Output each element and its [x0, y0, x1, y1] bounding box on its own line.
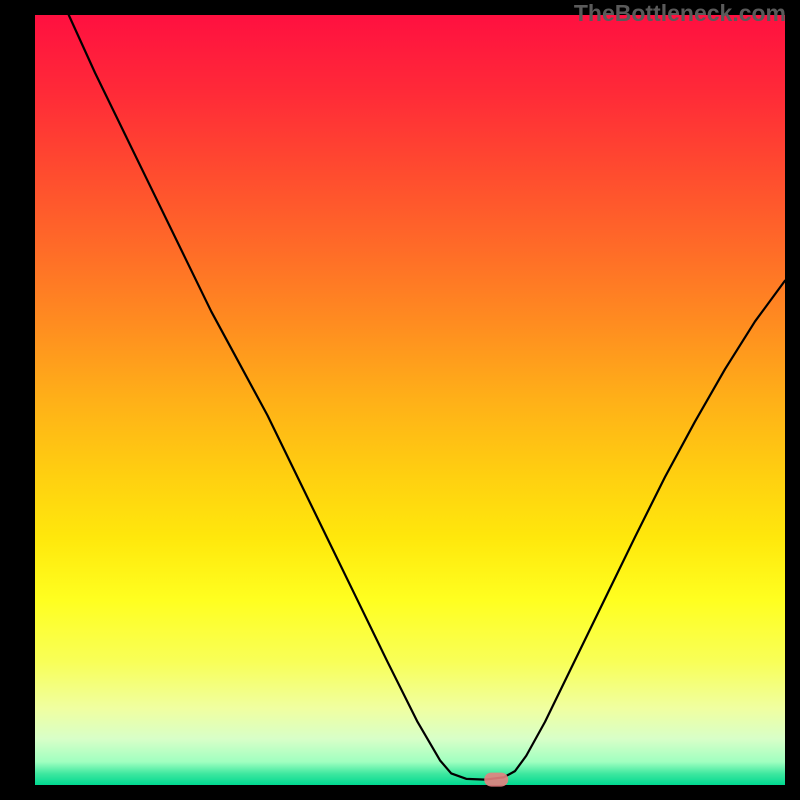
gradient-plot-area	[35, 15, 785, 785]
watermark-text: TheBottleneck.com	[574, 0, 786, 27]
optimal-marker	[484, 773, 508, 787]
bottleneck-chart	[0, 0, 800, 800]
